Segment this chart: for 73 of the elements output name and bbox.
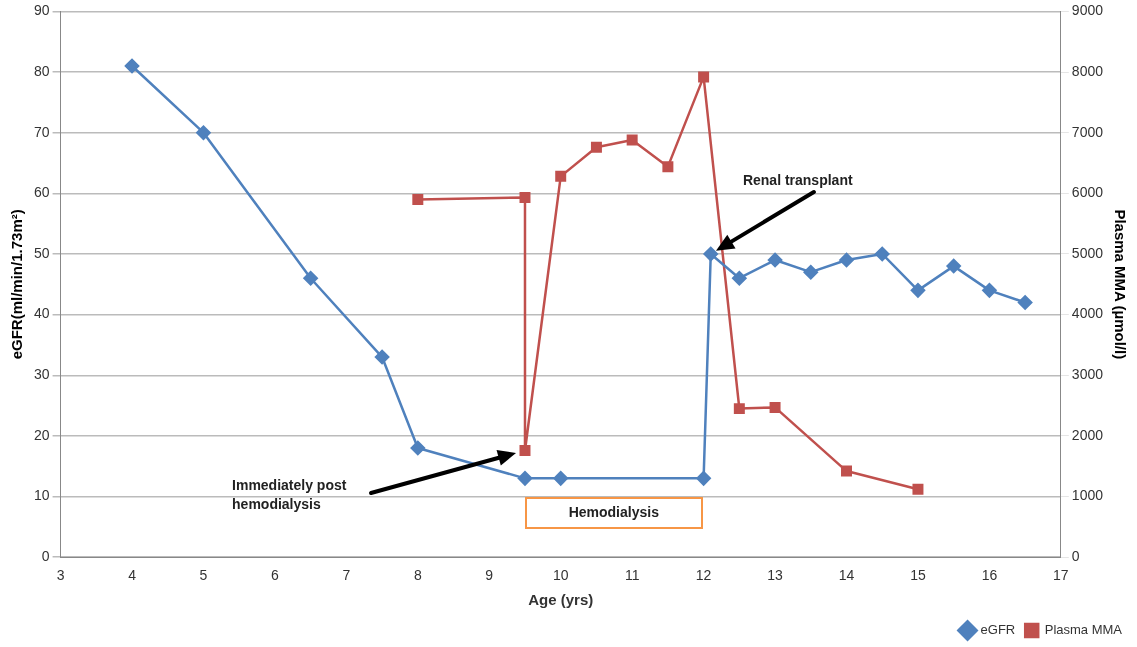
point [733,403,745,415]
point [732,270,747,286]
point [767,252,783,268]
x-tick-label: 11 [624,567,640,584]
y2-tick-label: 6000 [1071,184,1104,201]
y2-tick-label: 4000 [1071,305,1104,322]
point [519,192,531,204]
y2-tick-label: 7000 [1071,123,1104,140]
point [519,444,531,456]
x-tick-label: 4 [128,567,137,584]
y-tick-label: 10 [33,487,50,504]
y-tick-label: 40 [33,305,50,322]
y-axis-title: eGFR(ml/min/1.73m²) [8,209,26,360]
x-tick-label: 13 [767,567,784,584]
x-tick-label: 15 [910,567,926,584]
x-tick-label: 3 [56,567,65,584]
x-tick-label: 5 [199,567,208,584]
x-tick-label: 8 [413,567,422,584]
point [553,471,568,486]
y-tick-label: 60 [33,184,50,201]
point [769,401,781,413]
x-tick-label: 7 [342,567,351,584]
point [839,252,854,268]
y-tick-label: 80 [33,62,50,79]
point [124,58,140,74]
point [374,349,390,365]
point [196,125,211,140]
x-tick-label: 12 [695,567,712,584]
point [412,193,424,205]
y2-tick-label: 9000 [1071,2,1104,19]
point [841,465,852,477]
point [910,283,926,298]
x-tick-label: 17 [1053,567,1069,584]
point [517,471,533,486]
y2-tick-label: 8000 [1071,62,1104,79]
y2-tick-label: 0 [1071,548,1080,565]
legend-label: Plasma MMA [1044,622,1123,638]
x-axis-title: Age (yrs) [528,591,594,609]
y-tick-label: 0 [41,548,50,565]
point [626,134,638,146]
x-tick-label: 16 [981,567,998,584]
point [1017,295,1033,310]
point [982,283,997,298]
point [590,141,602,153]
y-tick-label: 70 [33,123,50,140]
annotation: Renal transplant [742,171,854,191]
point [703,246,719,262]
point [698,71,710,83]
point [696,471,711,486]
point [912,483,924,495]
y-tick-label: 90 [33,2,50,19]
y2-tick-label: 2000 [1071,426,1104,443]
point [662,161,674,173]
y2-tick-label: 1000 [1071,487,1104,504]
legend-label: eGFR [980,622,1016,638]
x-tick-label: 6 [271,567,280,584]
y2-tick-label: 3000 [1071,366,1104,383]
y-tick-label: 20 [33,426,50,443]
annotation: Immediately post hemodialysis [232,475,348,514]
point [803,264,819,280]
y-tick-label: 30 [33,366,50,383]
y-tick-label: 50 [33,244,50,261]
annotation: Hemodialysis [524,496,703,529]
point [303,270,318,286]
point [946,258,961,274]
x-tick-label: 14 [838,567,855,584]
x-tick-label: 9 [485,567,494,584]
x-tick-label: 10 [552,567,569,584]
y2-axis-title: Plasma MMA (µmol/l) [1111,209,1129,360]
point [874,246,890,262]
point [555,170,567,182]
point [410,440,426,456]
y2-tick-label: 5000 [1071,244,1104,261]
